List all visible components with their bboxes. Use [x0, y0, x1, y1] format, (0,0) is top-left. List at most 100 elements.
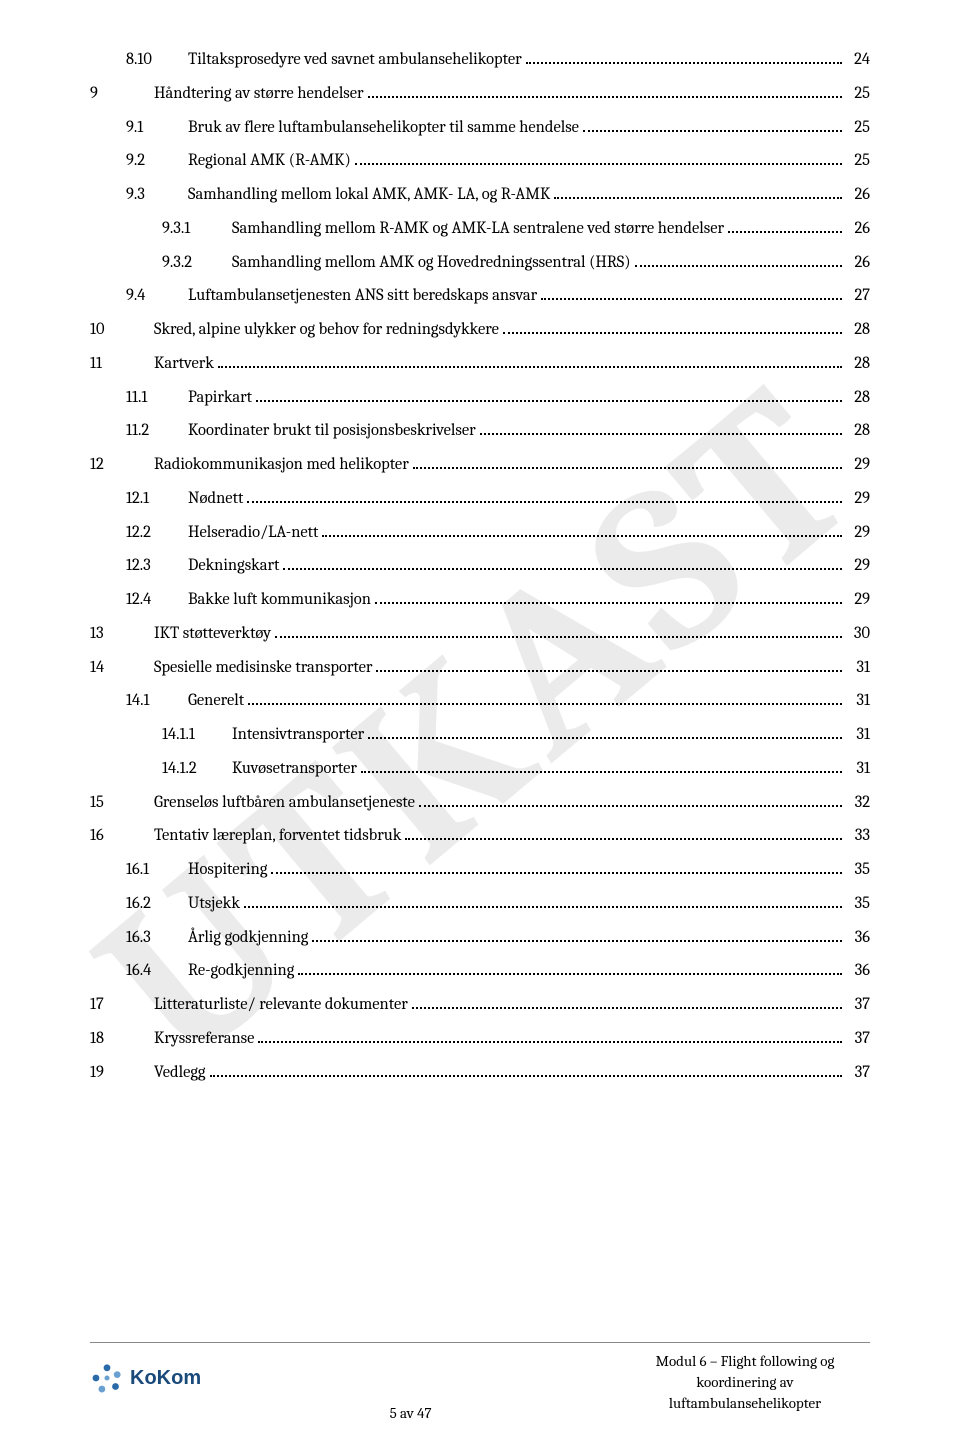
toc-leader-dots [503, 321, 842, 334]
toc-entry-title: Skred, alpine ulykker og behov for redni… [154, 318, 499, 343]
toc-entry-number: 16.4 [126, 959, 188, 984]
toc-entry-page: 25 [846, 116, 870, 141]
footer-module-line: luftambulansehelikopter [620, 1393, 870, 1414]
toc-entry-page: 25 [846, 82, 870, 107]
footer-module-line: Modul 6 – Flight following og [620, 1351, 870, 1372]
toc-leader-dots [248, 692, 842, 705]
toc-leader-dots [361, 760, 842, 773]
toc-entry: 16Tentativ læreplan, forventet tidsbruk3… [90, 824, 870, 849]
page-footer: KoKom 5 av 47 Modul 6 – Flight following… [90, 1342, 870, 1452]
toc-entry-page: 25 [846, 149, 870, 174]
toc-entry-page: 28 [846, 318, 870, 343]
toc-leader-dots [376, 658, 842, 671]
toc-entry-number: 9.3.2 [162, 251, 232, 276]
toc-entry-number: 16 [90, 824, 154, 849]
toc-entry: 11.2Koordinater brukt til posisjonsbeskr… [90, 419, 870, 444]
toc-entry-title: Årlig godkjenning [188, 926, 308, 951]
toc-entry-title: Kryssreferanse [154, 1027, 254, 1052]
toc-leader-dots [298, 962, 842, 975]
toc-entry-title: Tentativ læreplan, forventet tidsbruk [154, 824, 401, 849]
toc-entry-page: 37 [846, 1027, 870, 1052]
toc-entry-title: Håndtering av større hendelser [154, 82, 364, 107]
toc-entry-number: 9 [90, 82, 154, 107]
toc-entry-title: Litteraturliste/ relevante dokumenter [154, 993, 408, 1018]
toc-entry-page: 31 [846, 689, 870, 714]
toc-entry: 16.4Re-godkjenning 36 [90, 959, 870, 984]
toc-entry: 19Vedlegg37 [90, 1061, 870, 1086]
toc-entry-title: Re-godkjenning [188, 959, 294, 984]
toc-entry-title: Utsjekk [188, 892, 240, 917]
toc-entry-title: Tiltaksprosedyre ved savnet ambulansehel… [188, 48, 522, 73]
toc-entry-number: 12 [90, 453, 154, 478]
toc-entry-page: 29 [846, 453, 870, 478]
footer-module-line: koordinering av [620, 1372, 870, 1393]
toc-entry-page: 30 [846, 622, 870, 647]
toc-leader-dots [412, 996, 842, 1009]
toc-leader-dots [526, 51, 842, 64]
toc-entry: 9.3.1Samhandling mellom R-AMK og AMK-LA … [90, 217, 870, 242]
toc-leader-dots [375, 591, 842, 604]
toc-entry-page: 29 [846, 521, 870, 546]
toc-entry: 8.10Tiltaksprosedyre ved savnet ambulans… [90, 48, 870, 73]
toc-entry: 16.2Utsjekk 35 [90, 892, 870, 917]
toc-entry: 14.1Generelt31 [90, 689, 870, 714]
footer-page-number: 5 av 47 [390, 1404, 432, 1422]
toc-entry-number: 11.2 [126, 419, 188, 444]
toc-entry-number: 16.2 [126, 892, 188, 917]
toc-entry: 10Skred, alpine ulykker og behov for red… [90, 318, 870, 343]
toc-entry: 11Kartverk28 [90, 352, 870, 377]
footer-logo-text: KoKom [130, 1367, 201, 1390]
toc-entry-title: Papirkart [188, 386, 252, 411]
toc-entry-title: Samhandling mellom AMK og Hovedredningss… [232, 251, 631, 276]
toc-entry: 9.4Luftambulansetjenesten ANS sitt bered… [90, 284, 870, 309]
toc-entry-page: 31 [846, 656, 870, 681]
toc-entry: 9.2Regional AMK (R-AMK)25 [90, 149, 870, 174]
toc-entry-title: Vedlegg [154, 1061, 206, 1086]
toc-entry-page: 29 [846, 588, 870, 613]
toc-entry-title: Intensivtransporter [232, 723, 364, 748]
toc-leader-dots [271, 861, 842, 874]
toc-leader-dots [275, 625, 842, 638]
toc-leader-dots [541, 287, 842, 300]
toc-leader-dots [583, 118, 842, 131]
toc-entry-number: 14 [90, 656, 154, 681]
toc-entry-number: 9.3.1 [162, 217, 232, 242]
toc-entry: 14Spesielle medisinske transporter 31 [90, 656, 870, 681]
toc-entry-title: Grenseløs luftbåren ambulansetjeneste [154, 791, 415, 816]
toc-leader-dots [728, 220, 842, 233]
toc-leader-dots [322, 523, 842, 536]
toc-entry-title: Spesielle medisinske transporter [154, 656, 372, 681]
toc-entry: 9.3Samhandling mellom lokal AMK, AMK- LA… [90, 183, 870, 208]
toc-entry-page: 36 [846, 959, 870, 984]
toc-entry-page: 29 [846, 554, 870, 579]
toc-leader-dots [368, 85, 842, 98]
toc-entry-page: 26 [846, 183, 870, 208]
toc-entry-page: 36 [846, 926, 870, 951]
toc-entry-title: IKT støtteverktøy [154, 622, 271, 647]
toc-entry: 12Radiokommunikasjon med helikopter29 [90, 453, 870, 478]
toc-entry-page: 28 [846, 419, 870, 444]
toc-entry: 18Kryssreferanse37 [90, 1027, 870, 1052]
toc-entry: 17Litteraturliste/ relevante dokumenter3… [90, 993, 870, 1018]
toc-entry-number: 11.1 [126, 386, 188, 411]
toc-leader-dots [554, 186, 842, 199]
toc-leader-dots [405, 827, 842, 840]
toc-entry-number: 12.2 [126, 521, 188, 546]
toc-entry-page: 31 [846, 757, 870, 782]
toc-entry-title: Luftambulansetjenesten ANS sitt beredska… [188, 284, 537, 309]
toc-entry-title: Bakke luft kommunikasjon [188, 588, 371, 613]
footer-logo: KoKom [90, 1361, 201, 1395]
toc-entry-number: 9.1 [126, 116, 188, 141]
toc-entry-title: Kuvøsetransporter [232, 757, 357, 782]
toc-leader-dots [312, 928, 842, 941]
toc-entry-number: 13 [90, 622, 154, 647]
toc-entry-title: Hospitering [188, 858, 267, 883]
toc-entry-number: 14.1 [126, 689, 188, 714]
toc-entry-number: 11 [90, 352, 154, 377]
toc-entry-number: 9.3 [126, 183, 188, 208]
toc-entry-number: 16.1 [126, 858, 188, 883]
toc-entry-page: 35 [846, 892, 870, 917]
toc-entry-page: 28 [846, 386, 870, 411]
toc-entry: 12.3Dekningskart29 [90, 554, 870, 579]
toc-entry-number: 16.3 [126, 926, 188, 951]
